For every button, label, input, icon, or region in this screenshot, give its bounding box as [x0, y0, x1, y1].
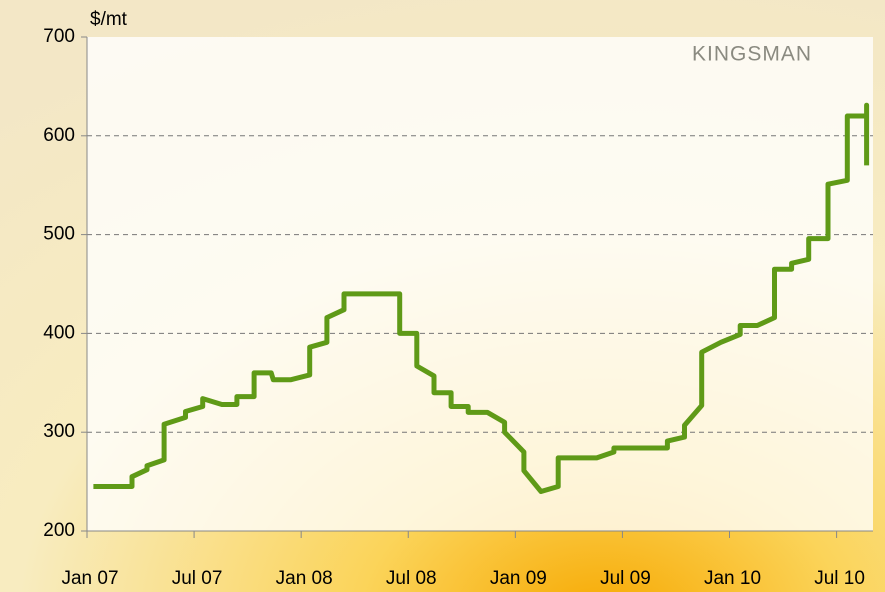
x-tick-label: Jan 08 — [276, 568, 333, 589]
x-tick-label: Jul 08 — [386, 568, 437, 589]
x-tick-label: Jul 10 — [814, 568, 865, 589]
y-tick-label: 600 — [43, 125, 75, 146]
x-tick-label: Jan 10 — [704, 568, 761, 589]
x-tick-label: Jul 07 — [172, 568, 223, 589]
watermark: KINGSMAN — [692, 43, 812, 66]
y-tick-label: 300 — [43, 421, 75, 442]
x-tick-label: Jan 09 — [490, 568, 547, 589]
y-tick-label: 700 — [43, 26, 75, 47]
plot-area — [87, 37, 873, 531]
y-tick-label: 500 — [43, 224, 75, 245]
y-tick-label: 200 — [43, 520, 75, 541]
y-axis-label: $/mt — [90, 9, 128, 30]
x-tick-label: Jan 07 — [61, 568, 118, 589]
y-tick-label: 400 — [43, 322, 75, 343]
x-tick-label: Jul 09 — [600, 568, 651, 589]
data-line — [93, 102, 870, 494]
